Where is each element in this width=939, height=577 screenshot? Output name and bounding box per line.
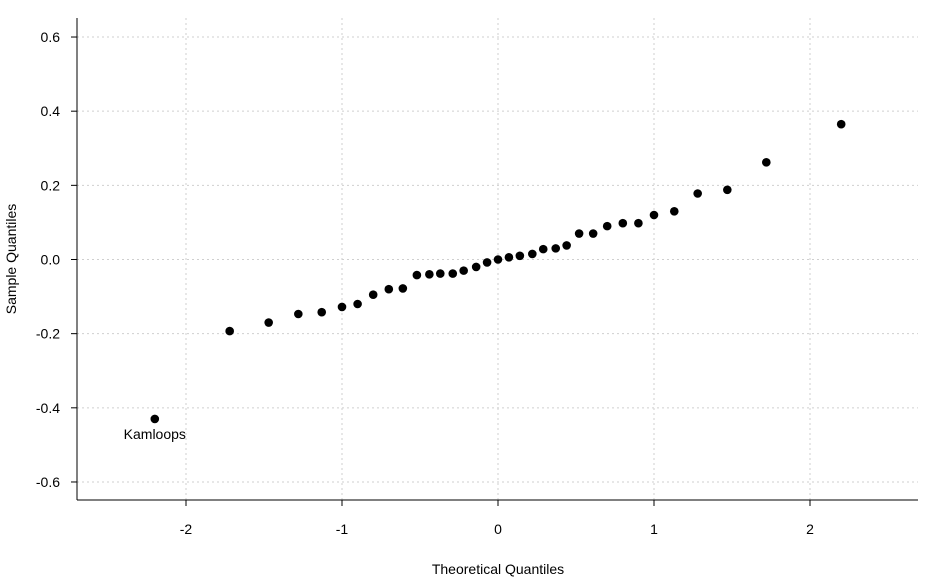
data-point [482,258,492,267]
data-point [551,244,561,253]
data-point [836,119,846,129]
y-tick-label: 0.4 [41,103,61,119]
data-point [353,299,362,309]
data-point [337,302,347,312]
data-point [471,262,481,272]
data-point [504,252,514,262]
data-point [634,218,643,228]
data-point [225,326,234,336]
x-tick-label: 0 [494,521,502,537]
x-tick-label: -1 [336,521,349,537]
y-tick-label: -0.4 [36,400,60,416]
data-point [618,218,628,228]
x-tick-label: 1 [650,521,658,537]
data-point [317,307,327,317]
data-point [723,185,732,195]
data-point [368,290,378,300]
data-point [602,221,612,231]
data-point [574,229,584,238]
y-tick-label: 0.2 [41,177,61,193]
y-ticks: -0.6 -0.4 -0.2 0.0 0.2 0.4 0.6 [36,29,77,490]
point-annotation: Kamloops [124,426,186,442]
y-tick-label: -0.6 [36,474,60,490]
data-point [425,270,434,279]
y-tick-label: 0.6 [41,29,61,45]
data-point [448,269,458,278]
data-point [693,189,702,198]
data-points [150,119,846,424]
data-point [412,270,422,280]
data-point [762,158,771,167]
data-point [435,269,445,278]
annotations: Kamloops [124,426,186,442]
x-ticks: -2 -1 0 1 2 [180,500,814,537]
data-point [459,266,468,275]
data-point [264,318,273,327]
data-point [588,229,598,238]
data-point [515,251,525,261]
data-point [493,255,503,264]
y-tick-label: -0.2 [36,326,60,342]
data-point [562,241,571,250]
data-point [294,309,303,319]
data-point [528,249,537,259]
data-point [669,206,679,216]
y-tick-label: 0.0 [41,252,61,268]
data-point [398,284,408,293]
x-tick-label: -2 [180,521,193,537]
data-point [649,210,659,220]
x-tick-label: 2 [806,521,814,537]
y-axis-title: Sample Quantiles [3,204,19,315]
data-point [150,414,160,424]
data-point [384,284,394,294]
data-point [538,244,548,254]
x-axis-title: Theoretical Quantiles [432,561,564,577]
